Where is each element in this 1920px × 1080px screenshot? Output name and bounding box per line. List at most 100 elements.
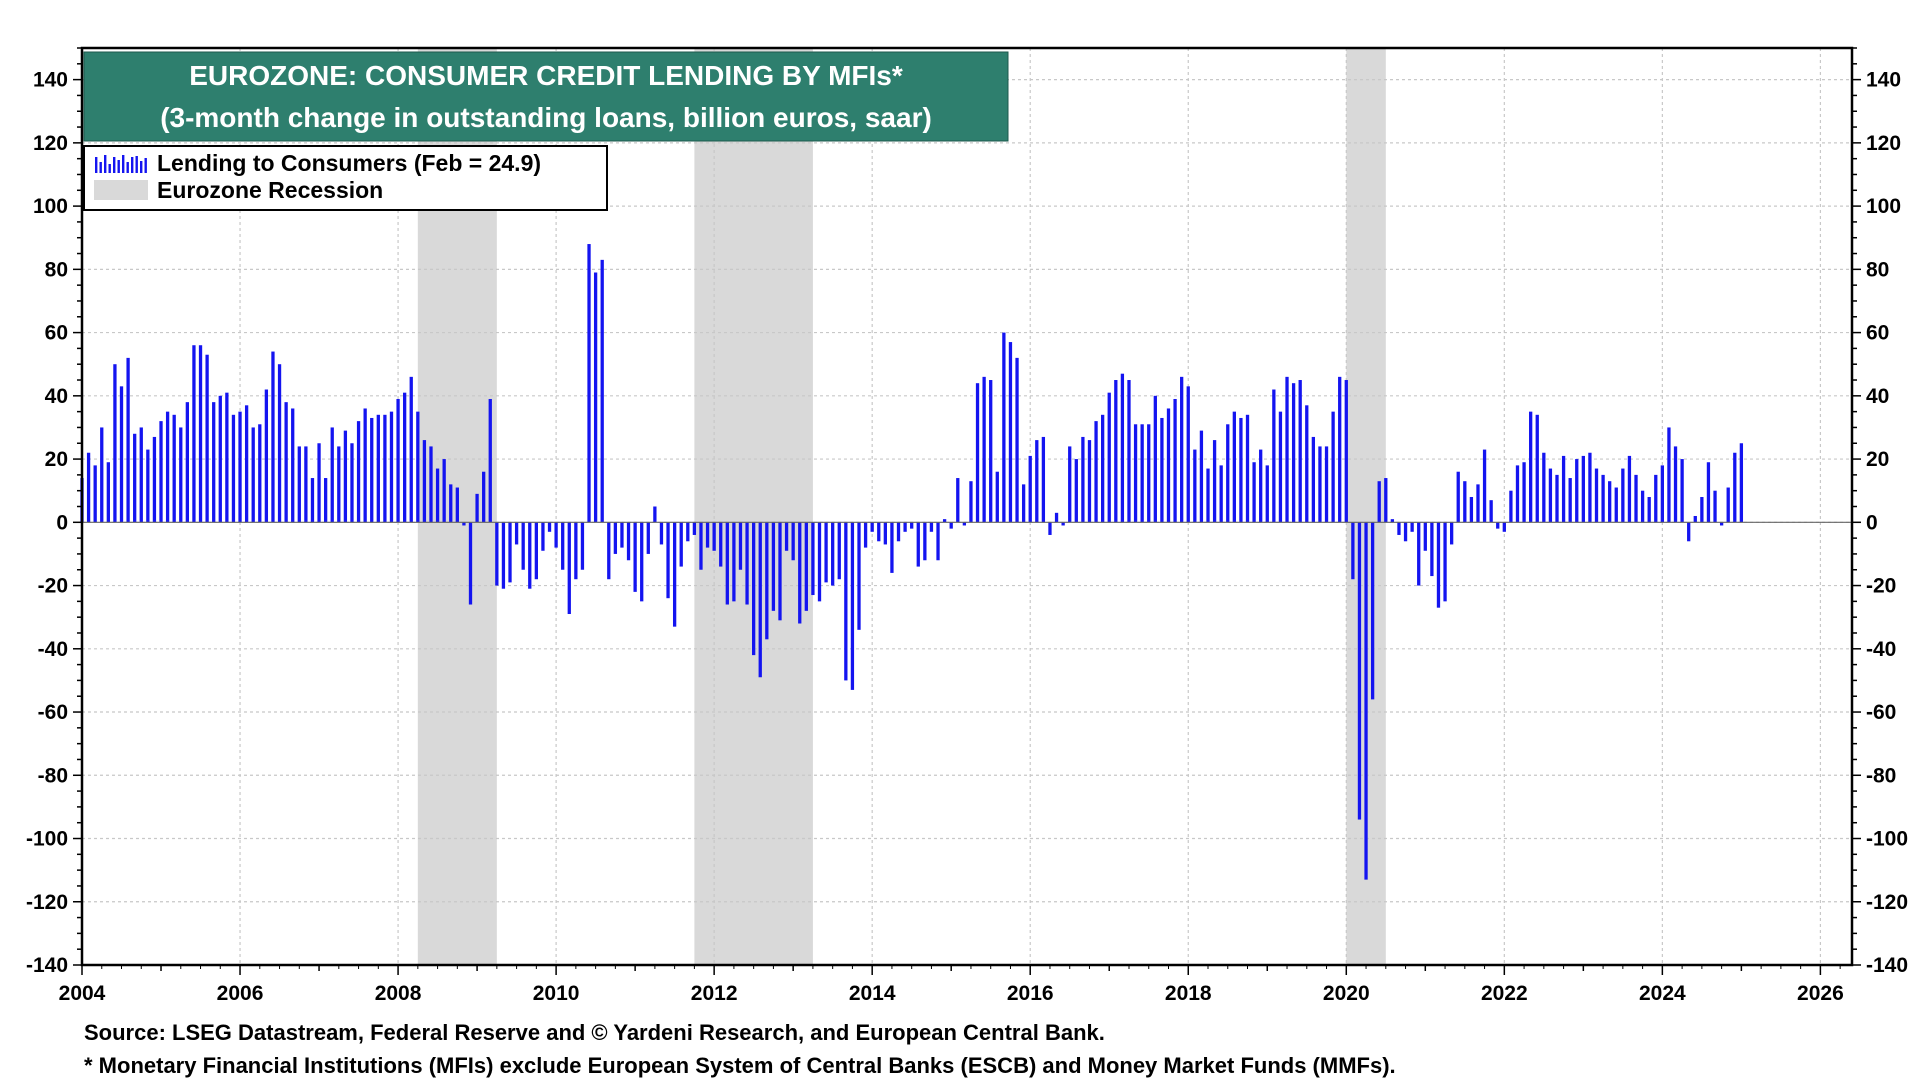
x-tick-label: 2014: [849, 982, 896, 1005]
bar: [883, 522, 887, 545]
bar: [297, 446, 301, 523]
source-footnote: Source: LSEG Datastream, Federal Reserve…: [84, 1020, 1105, 1045]
bar: [1417, 522, 1421, 586]
bar: [231, 414, 236, 523]
bar: [613, 522, 618, 554]
bar: [738, 522, 743, 570]
bar: [1272, 389, 1276, 523]
bar: [126, 357, 130, 523]
bar: [1054, 512, 1059, 523]
legend-bar: [99, 162, 102, 173]
bar: [765, 522, 769, 640]
bar: [1614, 487, 1618, 523]
bar: [291, 408, 295, 523]
bar: [1601, 474, 1605, 523]
legend-bar: [117, 160, 120, 173]
bar: [1430, 522, 1434, 577]
x-tick-label: 2008: [375, 982, 422, 1005]
bar: [1739, 443, 1744, 523]
bar: [1351, 522, 1355, 580]
bar: [1331, 411, 1335, 523]
bar: [1278, 411, 1283, 523]
recession-band: [694, 48, 813, 965]
bar: [310, 478, 315, 523]
bar: [146, 449, 150, 523]
bar: [330, 427, 334, 523]
bar: [1476, 484, 1480, 523]
bar-series-icon: [95, 155, 147, 173]
bar: [1482, 449, 1487, 523]
bar: [1509, 490, 1513, 523]
bar: [962, 522, 967, 526]
bar: [1621, 468, 1625, 523]
bar: [172, 414, 176, 523]
bar: [1535, 414, 1539, 523]
bar: [1107, 392, 1111, 523]
bar: [370, 417, 374, 523]
bar: [896, 522, 901, 542]
bar: [1377, 481, 1381, 523]
y-tick-label-right: 120: [1866, 132, 1901, 155]
bar: [495, 522, 499, 586]
bar: [870, 522, 874, 532]
bar: [455, 487, 459, 523]
y-tick-label-left: -140: [26, 954, 68, 977]
bar: [778, 522, 782, 621]
bar: [1522, 462, 1526, 523]
bar: [1041, 436, 1046, 523]
x-tick-label: 2012: [691, 982, 738, 1005]
bar: [1443, 522, 1447, 602]
bar: [416, 411, 420, 523]
bar: [580, 522, 585, 570]
bar: [93, 465, 97, 523]
bar: [1588, 452, 1592, 523]
bar: [403, 392, 407, 523]
bar: [435, 468, 440, 523]
y-tick-label-right: 80: [1866, 258, 1889, 281]
bar: [119, 386, 124, 523]
bar: [159, 421, 163, 523]
bar: [1700, 497, 1704, 523]
bar: [350, 443, 354, 523]
bar: [995, 471, 999, 523]
bar: [1318, 446, 1322, 523]
bar: [936, 522, 940, 561]
bar: [1002, 332, 1006, 523]
y-tick-label-left: 120: [33, 132, 68, 155]
bar: [1706, 462, 1711, 523]
bar: [1390, 519, 1395, 523]
bar: [640, 522, 644, 602]
bar: [1265, 465, 1269, 523]
y-tick-label-right: -40: [1866, 638, 1896, 661]
x-axis-ticks: 2004 2006 2008 2010 2012 2014 2016 2018 2020 2022…: [59, 965, 1844, 1005]
bar: [133, 433, 137, 523]
bar: [692, 522, 697, 535]
bar: [1219, 465, 1223, 523]
bar: [192, 345, 196, 523]
bar: [567, 522, 571, 615]
y-tick-label-right: -100: [1866, 828, 1908, 851]
legend-recession-label: Eurozone Recession: [157, 177, 383, 203]
y-tick-label-left: -100: [26, 828, 68, 851]
bar: [1594, 468, 1599, 523]
x-tick-label: 2004: [59, 982, 106, 1005]
bar: [1555, 474, 1559, 523]
bar: [1338, 376, 1342, 523]
bar: [916, 522, 920, 567]
bar: [152, 436, 157, 523]
bar: [857, 522, 861, 630]
bar: [1074, 459, 1078, 523]
bar: [890, 522, 894, 573]
x-tick-label: 2022: [1481, 982, 1528, 1005]
bar: [218, 395, 222, 523]
bar: [106, 462, 110, 523]
bar: [811, 522, 815, 596]
bar: [942, 519, 947, 523]
bar: [225, 392, 229, 523]
y-tick-label-right: -140: [1866, 954, 1908, 977]
bar: [508, 522, 512, 583]
bar: [679, 522, 683, 567]
bar: [929, 522, 934, 532]
bar: [554, 522, 558, 548]
bar: [1627, 455, 1632, 523]
